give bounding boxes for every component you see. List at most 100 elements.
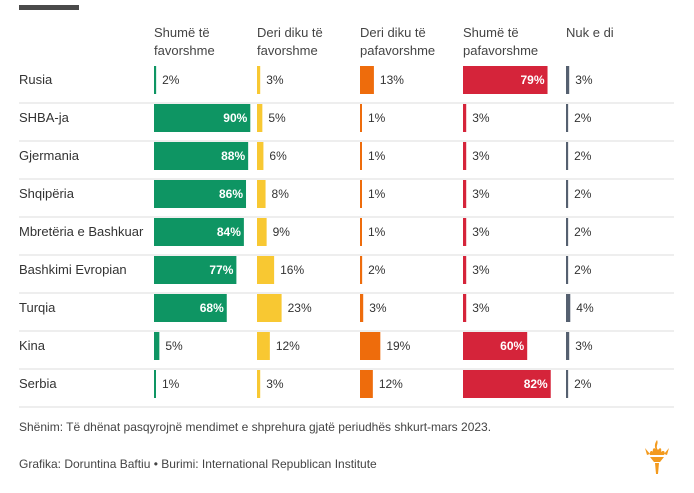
row-label: SHBA-ja bbox=[19, 110, 70, 125]
data-label: 86% bbox=[219, 187, 243, 201]
data-label: 8% bbox=[272, 187, 290, 201]
row-label: Gjermania bbox=[19, 148, 80, 163]
bar bbox=[257, 332, 270, 360]
bar bbox=[257, 142, 264, 170]
row-label: Kina bbox=[19, 338, 46, 353]
data-label: 6% bbox=[269, 149, 287, 163]
bar bbox=[360, 104, 362, 132]
column-header: favorshme bbox=[154, 43, 215, 58]
data-label: 5% bbox=[268, 111, 286, 125]
data-label: 3% bbox=[472, 301, 490, 315]
bar bbox=[154, 294, 227, 322]
bar bbox=[257, 104, 263, 132]
column-header: Shumë të bbox=[154, 25, 210, 40]
row-label: Rusia bbox=[19, 72, 53, 87]
bar bbox=[257, 294, 282, 322]
data-label: 5% bbox=[165, 339, 183, 353]
data-label: 16% bbox=[280, 263, 304, 277]
data-label: 88% bbox=[221, 149, 245, 163]
bar bbox=[463, 180, 467, 208]
data-label: 3% bbox=[472, 187, 490, 201]
bar bbox=[154, 218, 244, 246]
data-label: 3% bbox=[369, 301, 387, 315]
bar bbox=[463, 218, 467, 246]
data-label: 12% bbox=[379, 377, 403, 391]
bar bbox=[154, 104, 251, 132]
data-label: 3% bbox=[266, 73, 284, 87]
data-label: 84% bbox=[217, 225, 241, 239]
data-label: 9% bbox=[273, 225, 291, 239]
row-label: Shqipëria bbox=[19, 186, 75, 201]
bar bbox=[566, 332, 570, 360]
data-label: 3% bbox=[575, 339, 593, 353]
row-label: Serbia bbox=[19, 376, 57, 391]
bar bbox=[154, 142, 249, 170]
column-header: Deri diku të bbox=[257, 25, 323, 40]
bar bbox=[257, 256, 275, 284]
bar bbox=[566, 256, 569, 284]
chart-credit: Grafika: Doruntina Baftiu • Burimi: Inte… bbox=[19, 457, 377, 471]
bar bbox=[566, 142, 569, 170]
data-label: 79% bbox=[520, 73, 544, 87]
bar bbox=[360, 294, 364, 322]
data-label: 3% bbox=[472, 225, 490, 239]
data-label: 3% bbox=[472, 111, 490, 125]
data-label: 82% bbox=[524, 377, 548, 391]
bar bbox=[154, 332, 160, 360]
row-label: Bashkimi Evropian bbox=[19, 262, 127, 277]
bar bbox=[154, 180, 247, 208]
bar bbox=[154, 66, 157, 94]
data-label: 2% bbox=[574, 187, 592, 201]
data-label: 90% bbox=[223, 111, 247, 125]
data-label: 77% bbox=[209, 263, 233, 277]
data-label: 2% bbox=[574, 149, 592, 163]
top-accent-rule bbox=[19, 5, 79, 10]
data-label: 1% bbox=[368, 111, 386, 125]
data-label: 2% bbox=[574, 111, 592, 125]
column-header: pafavorshme bbox=[360, 43, 435, 58]
bar bbox=[154, 370, 156, 398]
data-label: 3% bbox=[472, 149, 490, 163]
bar bbox=[257, 180, 266, 208]
chart: Shumë të favorshme Deri diku të favorshme De… bbox=[19, 25, 674, 408]
data-label: 1% bbox=[368, 149, 386, 163]
bar bbox=[360, 142, 362, 170]
bar bbox=[360, 218, 362, 246]
bar bbox=[257, 218, 267, 246]
data-label: 2% bbox=[574, 377, 592, 391]
data-label: 12% bbox=[276, 339, 300, 353]
bar bbox=[566, 180, 569, 208]
bar bbox=[463, 104, 467, 132]
data-label: 23% bbox=[288, 301, 312, 315]
bar bbox=[463, 256, 467, 284]
data-label: 2% bbox=[162, 73, 180, 87]
bar bbox=[257, 66, 261, 94]
bar bbox=[566, 218, 569, 246]
row-label: Turqia bbox=[19, 300, 56, 315]
bar bbox=[154, 256, 237, 284]
bar bbox=[463, 66, 548, 94]
data-label: 60% bbox=[500, 339, 524, 353]
data-label: 2% bbox=[368, 263, 386, 277]
bar bbox=[463, 332, 528, 360]
data-label: 1% bbox=[162, 377, 180, 391]
chart-note: Shënim: Të dhënat pasqyrojnë mendimet e … bbox=[19, 420, 492, 434]
bar bbox=[566, 370, 569, 398]
bar bbox=[566, 66, 570, 94]
data-label: 13% bbox=[380, 73, 404, 87]
column-header: pafavorshme bbox=[463, 43, 538, 58]
bar bbox=[360, 66, 374, 94]
column-header: Nuk e di bbox=[566, 25, 614, 40]
bar bbox=[566, 294, 571, 322]
data-label: 3% bbox=[472, 263, 490, 277]
data-label: 3% bbox=[575, 73, 593, 87]
column-header: Shumë të bbox=[463, 25, 519, 40]
data-label: 1% bbox=[368, 225, 386, 239]
data-label: 19% bbox=[386, 339, 410, 353]
data-label: 1% bbox=[368, 187, 386, 201]
bar bbox=[360, 180, 362, 208]
row-label: Mbretëria e Bashkuar bbox=[19, 224, 144, 239]
column-header: Deri diku të bbox=[360, 25, 426, 40]
data-label: 2% bbox=[574, 225, 592, 239]
bar bbox=[360, 332, 381, 360]
